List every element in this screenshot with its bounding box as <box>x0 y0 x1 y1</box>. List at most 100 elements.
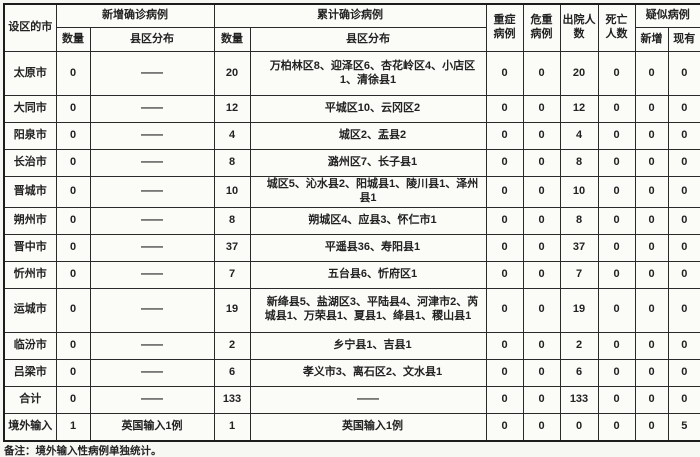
cell-city: 运城市 <box>4 288 56 332</box>
cell-city: 阳泉市 <box>4 123 56 150</box>
cell-critical: 0 <box>523 288 560 332</box>
cell-new-district: —— <box>90 96 214 123</box>
col-header-deaths: 死亡人数 <box>598 4 635 52</box>
cell-deaths: 0 <box>598 413 635 441</box>
cell-discharged: 133 <box>560 386 598 413</box>
cell-suspected-new: 0 <box>635 123 668 150</box>
cell-deaths: 0 <box>598 288 635 332</box>
col-header-city: 设区的市 <box>4 4 56 52</box>
cell-critical: 0 <box>523 96 560 123</box>
cell-cum-count: 8 <box>214 207 250 234</box>
cell-cum-count: 1 <box>214 413 250 441</box>
col-header-severe: 重症病例 <box>486 4 523 52</box>
cell-cum-count: 8 <box>214 150 250 177</box>
cell-new-district: —— <box>90 261 214 288</box>
cell-city: 境外输入 <box>4 413 56 441</box>
cell-new-district: —— <box>90 234 214 261</box>
cell-suspected-new: 0 <box>635 96 668 123</box>
cell-severe: 0 <box>486 234 523 261</box>
cell-new-count: 0 <box>56 332 90 359</box>
cell-discharged: 7 <box>560 261 598 288</box>
cell-deaths: 0 <box>598 332 635 359</box>
cell-discharged: 0 <box>560 413 598 441</box>
cell-discharged: 4 <box>560 123 598 150</box>
cell-suspected-existing: 0 <box>668 150 700 177</box>
cell-discharged: 19 <box>560 288 598 332</box>
col-header-suspected-new: 新增 <box>635 28 668 52</box>
cell-discharged: 8 <box>560 207 598 234</box>
cell-new-count: 0 <box>56 207 90 234</box>
cell-deaths: 0 <box>598 359 635 386</box>
col-header-new-confirmed: 新增确诊病例 <box>56 4 214 28</box>
cell-new-district: —— <box>90 207 214 234</box>
cell-suspected-new: 0 <box>635 150 668 177</box>
cell-deaths: 0 <box>598 207 635 234</box>
cell-suspected-existing: 0 <box>668 234 700 261</box>
cell-new-count: 0 <box>56 177 90 208</box>
cell-suspected-new: 0 <box>635 413 668 441</box>
cell-cum-count: 10 <box>214 177 250 208</box>
cell-cum-district: 万柏林区8、迎泽区6、杏花岭区4、小店区1、清徐县1 <box>250 52 486 96</box>
cell-cum-district: —— <box>250 386 486 413</box>
footnote: 备注：境外输入性病例单独统计。 <box>3 442 697 457</box>
cell-city: 太原市 <box>4 52 56 96</box>
cell-suspected-new: 0 <box>635 177 668 208</box>
cell-cum-district: 英国输入1例 <box>250 413 486 441</box>
cell-severe: 0 <box>486 52 523 96</box>
cell-deaths: 0 <box>598 261 635 288</box>
cell-critical: 0 <box>523 123 560 150</box>
cell-suspected-existing: 0 <box>668 123 700 150</box>
cell-city: 朔州市 <box>4 207 56 234</box>
cell-critical: 0 <box>523 207 560 234</box>
cell-suspected-new: 0 <box>635 359 668 386</box>
cell-suspected-existing: 0 <box>668 261 700 288</box>
cell-suspected-existing: 0 <box>668 177 700 208</box>
cell-deaths: 0 <box>598 96 635 123</box>
cell-suspected-new: 0 <box>635 386 668 413</box>
cell-critical: 0 <box>523 52 560 96</box>
cell-cum-district: 城区2、盂县2 <box>250 123 486 150</box>
cell-discharged: 8 <box>560 150 598 177</box>
cell-new-district: —— <box>90 150 214 177</box>
cell-suspected-existing: 0 <box>668 207 700 234</box>
cell-deaths: 0 <box>598 234 635 261</box>
cell-new-count: 0 <box>56 386 90 413</box>
cell-cum-count: 6 <box>214 359 250 386</box>
cell-severe: 0 <box>486 123 523 150</box>
cell-cum-district: 潞州区7、长子县1 <box>250 150 486 177</box>
cell-severe: 0 <box>486 332 523 359</box>
cell-new-count: 1 <box>56 413 90 441</box>
cell-new-district: —— <box>90 123 214 150</box>
cell-suspected-new: 0 <box>635 234 668 261</box>
cell-city: 长治市 <box>4 150 56 177</box>
cell-cum-count: 133 <box>214 386 250 413</box>
cell-deaths: 0 <box>598 150 635 177</box>
cell-deaths: 0 <box>598 52 635 96</box>
cell-cum-district: 平遥县36、寿阳县1 <box>250 234 486 261</box>
cell-discharged: 2 <box>560 332 598 359</box>
col-header-suspected-existing: 现有 <box>668 28 700 52</box>
cell-new-district: —— <box>90 386 214 413</box>
cell-new-count: 0 <box>56 96 90 123</box>
col-header-discharged: 出院人数 <box>560 4 598 52</box>
table-header: 设区的市 新增确诊病例 累计确诊病例 重症病例 危重病例 出院人数 死亡人数 疑… <box>4 4 700 52</box>
col-header-cum-count: 数量 <box>214 28 250 52</box>
cell-new-count: 0 <box>56 123 90 150</box>
cell-cum-district: 乡宁县1、吉县1 <box>250 332 486 359</box>
cell-new-count: 0 <box>56 359 90 386</box>
cell-cum-count: 12 <box>214 96 250 123</box>
cell-cum-count: 19 <box>214 288 250 332</box>
col-header-suspected: 疑似病例 <box>635 4 700 28</box>
col-header-cum-district: 县区分布 <box>250 28 486 52</box>
cell-suspected-existing: 0 <box>668 359 700 386</box>
cell-city: 忻州市 <box>4 261 56 288</box>
cell-cum-count: 4 <box>214 123 250 150</box>
cell-suspected-new: 0 <box>635 288 668 332</box>
cell-suspected-new: 0 <box>635 332 668 359</box>
cell-critical: 0 <box>523 234 560 261</box>
cell-new-count: 0 <box>56 288 90 332</box>
